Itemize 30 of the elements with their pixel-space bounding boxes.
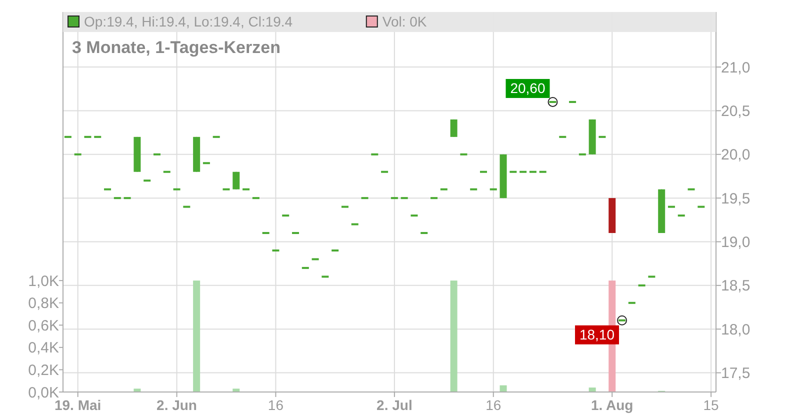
x-tick-label: 16 [486,397,502,413]
bar [588,388,596,392]
x-tick-label: 15 [703,397,720,413]
y2-tick-label: 0,4K [28,340,59,357]
y2-tick-label: 1,0K [28,272,59,290]
y2-tick-label: 0,2K [28,362,59,379]
annotation: 20,60 [510,80,546,96]
y-tick-label: 20,5 [721,102,750,120]
legend-label: Op:19.4, Hi:19.4, Lo:19.4, Cl:19.4 [84,14,293,30]
y-tick-label: 19,0 [721,234,750,251]
x-tick-label: 2. Jun [156,397,198,413]
y-tick-label: 18,5 [721,278,750,295]
x-tick-label: 1. Aug [590,397,634,413]
candlestick [450,118,458,138]
bar [450,280,458,392]
y-tick-label: 20,0 [721,146,750,164]
x-tick-label: 2. Jul [376,397,412,413]
text: 3 Monate, 1-Tages-Kerzen [72,38,280,57]
y2-tick-label: 0,6K [28,317,59,334]
y-tick-label: 19,5 [721,190,750,208]
annotation: 18,10 [579,326,615,342]
y-tick-label: 18,0 [721,321,750,338]
y-tick-label: 21,0 [721,59,750,76]
legend-label: Vol: 0K [382,14,428,30]
y2-tick-label: 0,8K [28,295,59,312]
bar [500,385,507,392]
y-tick-label: 17,5 [721,365,750,382]
x-tick-label: 16 [268,397,284,413]
candlestick [232,171,240,190]
bar [193,280,200,392]
